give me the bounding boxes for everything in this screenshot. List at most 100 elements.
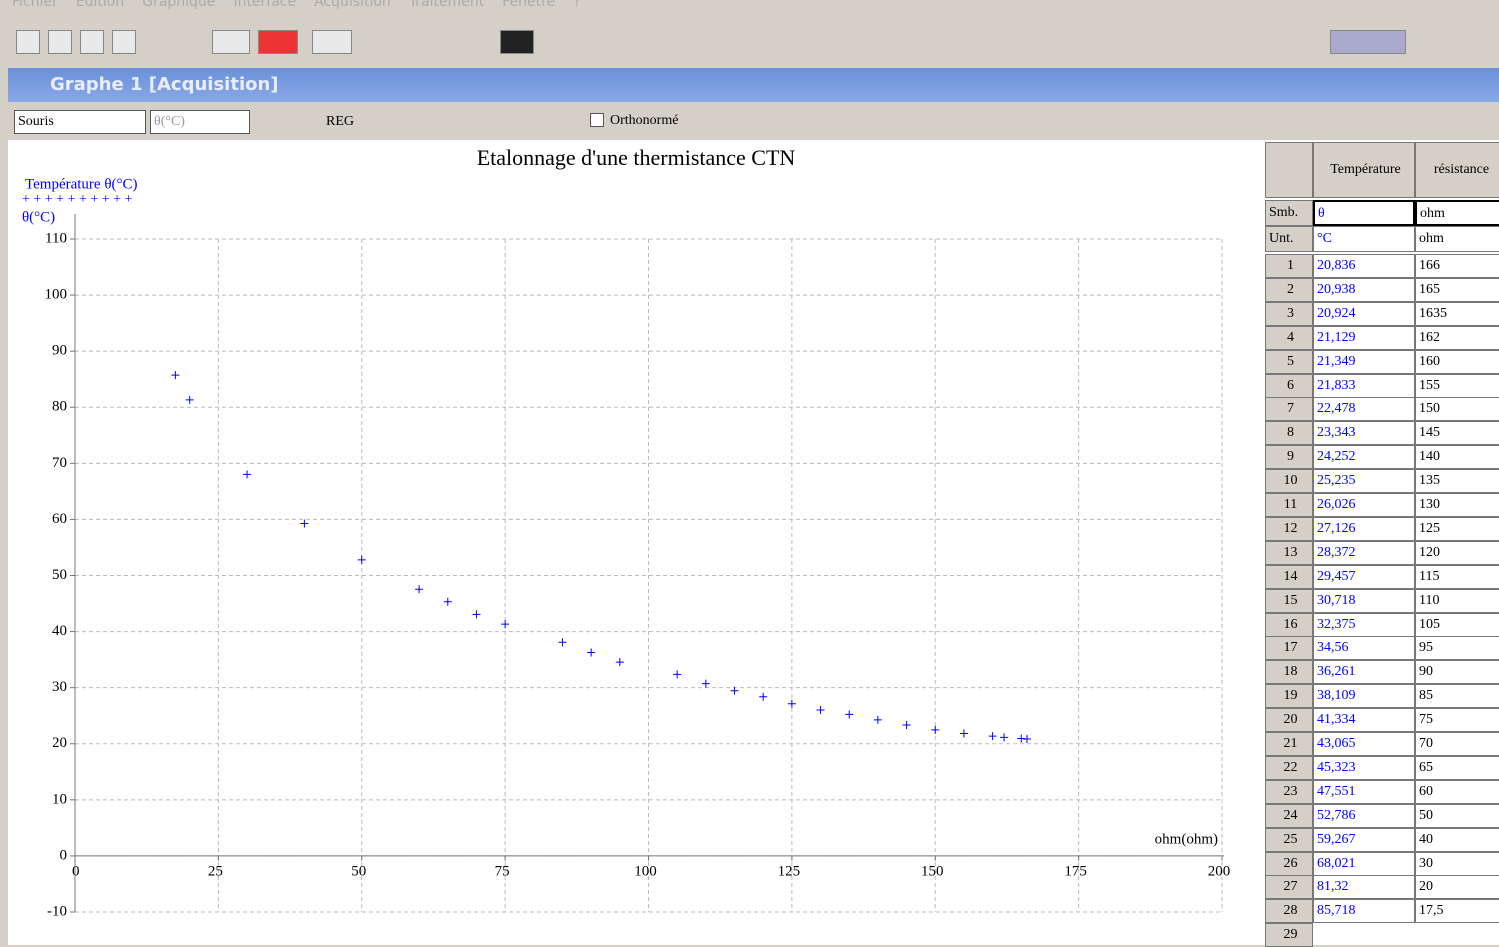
cell: 22,478: [1313, 397, 1415, 422]
header-cell: [1265, 142, 1313, 198]
row-number: 21: [1265, 732, 1313, 756]
cell: 155: [1415, 373, 1499, 398]
cell: ohm: [1415, 226, 1499, 252]
cell: 85,718: [1313, 899, 1415, 924]
chart-title: Etalonnage d'une thermistance CTN: [477, 145, 796, 170]
row-number: 2: [1265, 277, 1313, 302]
y-tick-label: 40: [52, 623, 67, 639]
row-number: 18: [1265, 660, 1313, 685]
mode-select[interactable]: Souris: [14, 110, 146, 134]
data-point: [931, 725, 940, 734]
cell: 29,457: [1313, 564, 1415, 589]
cell: 23,343: [1313, 421, 1415, 446]
menu-item[interactable]: Graphique: [142, 0, 216, 10]
cell: 75: [1415, 708, 1499, 733]
data-point: [501, 620, 510, 629]
menu-item[interactable]: Fenêtre: [502, 0, 556, 10]
row-number: 12: [1265, 516, 1313, 541]
data-point: [673, 670, 682, 679]
cell: 36,261: [1313, 660, 1415, 685]
cell: 28,372: [1313, 540, 1415, 565]
cell: ohm: [1415, 200, 1499, 226]
cell: 110: [1415, 588, 1499, 613]
data-point: [787, 699, 796, 708]
header-cell: Température: [1313, 142, 1415, 198]
row-number: 8: [1265, 421, 1313, 446]
tool-button[interactable]: [112, 30, 136, 54]
y-tick-label: 70: [52, 455, 67, 471]
data-point: [185, 395, 194, 404]
row-number: 20: [1265, 708, 1313, 733]
y-tick-label: 60: [52, 511, 67, 527]
row-number: 6: [1265, 373, 1313, 398]
data-point: [300, 519, 309, 528]
checkbox[interactable]: [590, 113, 604, 127]
x-axis-label: ohm(ohm): [1155, 831, 1218, 847]
tool-button[interactable]: [258, 30, 298, 54]
row-number: 7: [1265, 397, 1313, 422]
x-tick-label: 25: [208, 863, 223, 879]
cell: 130: [1415, 493, 1499, 517]
data-point: [759, 692, 768, 701]
cell: 52,786: [1313, 803, 1415, 828]
cell: 95: [1415, 636, 1499, 661]
cell: 162: [1415, 325, 1499, 350]
cell: 135: [1415, 469, 1499, 494]
data-point: [1023, 735, 1032, 744]
cell: 40: [1415, 827, 1499, 852]
row-number: 11: [1265, 493, 1313, 517]
cell: 81,32: [1313, 875, 1415, 900]
variable-select[interactable]: θ(°C): [150, 110, 250, 134]
cell: 30: [1415, 851, 1499, 876]
menu-item[interactable]: Traitement: [408, 0, 485, 10]
cell: 25,235: [1313, 469, 1415, 494]
legend-symbol: + + + + + + + + + +: [22, 192, 133, 207]
cell: 21,129: [1313, 325, 1415, 350]
tool-button[interactable]: [500, 30, 534, 54]
row-number: 5: [1265, 349, 1313, 374]
data-point: [873, 715, 882, 724]
data-table: Température résistance Smb. θ ohm Unt. °C ohm 1 2…: [1262, 140, 1499, 947]
menu-item[interactable]: Edition: [75, 0, 125, 10]
tool-button[interactable]: [312, 30, 352, 54]
cell: 27,126: [1313, 516, 1415, 541]
cell: 125: [1415, 516, 1499, 541]
cell: °C: [1313, 226, 1415, 252]
y-tick-label: 110: [45, 230, 67, 246]
tool-button[interactable]: [16, 30, 40, 54]
reg-button[interactable]: REG: [326, 114, 354, 129]
y-tick-label: 90: [52, 343, 67, 359]
x-tick-label: 100: [634, 863, 657, 879]
cell: 140: [1415, 445, 1499, 470]
y-tick-label: 10: [52, 791, 67, 807]
row-number: 16: [1265, 612, 1313, 637]
row-number: 26: [1265, 851, 1313, 876]
tool-button[interactable]: [80, 30, 104, 54]
y-tick-label: 30: [52, 679, 67, 695]
row-number: 3: [1265, 301, 1313, 326]
row-number: 14: [1265, 564, 1313, 589]
y-tick-label: -10: [47, 903, 67, 919]
cell: 45,323: [1313, 755, 1415, 780]
cell: 105: [1415, 612, 1499, 637]
menu-item[interactable]: Acquisition: [314, 0, 391, 10]
y-tick-label: 80: [52, 399, 67, 415]
cell: 20,938: [1313, 277, 1415, 302]
tool-button[interactable]: [1330, 30, 1406, 54]
row-number: 27: [1265, 875, 1313, 900]
cell: 20,924: [1313, 301, 1415, 326]
tool-button[interactable]: [212, 30, 250, 54]
menu-item[interactable]: ?: [573, 0, 581, 10]
data-point: [171, 371, 180, 380]
cell: 34,56: [1313, 636, 1415, 661]
data-point: [816, 705, 825, 714]
tool-button[interactable]: [48, 30, 72, 54]
menu-item[interactable]: Fichier: [12, 0, 58, 10]
cell: 17,5: [1415, 899, 1499, 924]
row-number: 25: [1265, 827, 1313, 852]
row-label: Unt.: [1265, 226, 1313, 252]
menu-item[interactable]: Interface: [233, 0, 297, 10]
cell: 85: [1415, 684, 1499, 709]
row-number: 4: [1265, 325, 1313, 350]
